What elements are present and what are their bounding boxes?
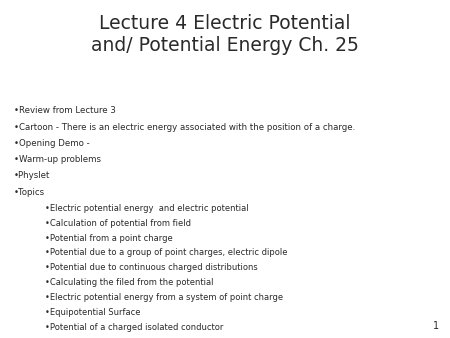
Text: •Physlet: •Physlet [14,171,50,180]
Text: •Equipotential Surface: •Equipotential Surface [45,308,140,317]
Text: Lecture 4 Electric Potential
and/ Potential Energy Ch. 25: Lecture 4 Electric Potential and/ Potent… [91,14,359,55]
Text: •Review from Lecture 3: •Review from Lecture 3 [14,106,115,116]
Text: •Potential of a charged isolated conductor: •Potential of a charged isolated conduct… [45,323,223,332]
Text: •Potential due to a group of point charges, electric dipole: •Potential due to a group of point charg… [45,248,288,258]
Text: 1: 1 [432,321,439,331]
Text: •Calculation of potential from field: •Calculation of potential from field [45,219,191,228]
Text: •Calculating the filed from the potential: •Calculating the filed from the potentia… [45,278,213,287]
Text: •Potential from a point charge: •Potential from a point charge [45,234,173,243]
Text: •Potential due to continuous charged distributions: •Potential due to continuous charged dis… [45,263,258,272]
Text: •Opening Demo -: •Opening Demo - [14,139,89,148]
Text: •Warm-up problems: •Warm-up problems [14,155,100,164]
Text: •Topics: •Topics [14,188,45,197]
Text: •Electric potential energy  and electric potential: •Electric potential energy and electric … [45,204,248,213]
Text: •Cartoon - There is an electric energy associated with the position of a charge.: •Cartoon - There is an electric energy a… [14,123,355,132]
Text: •Electric potential energy from a system of point charge: •Electric potential energy from a system… [45,293,283,302]
